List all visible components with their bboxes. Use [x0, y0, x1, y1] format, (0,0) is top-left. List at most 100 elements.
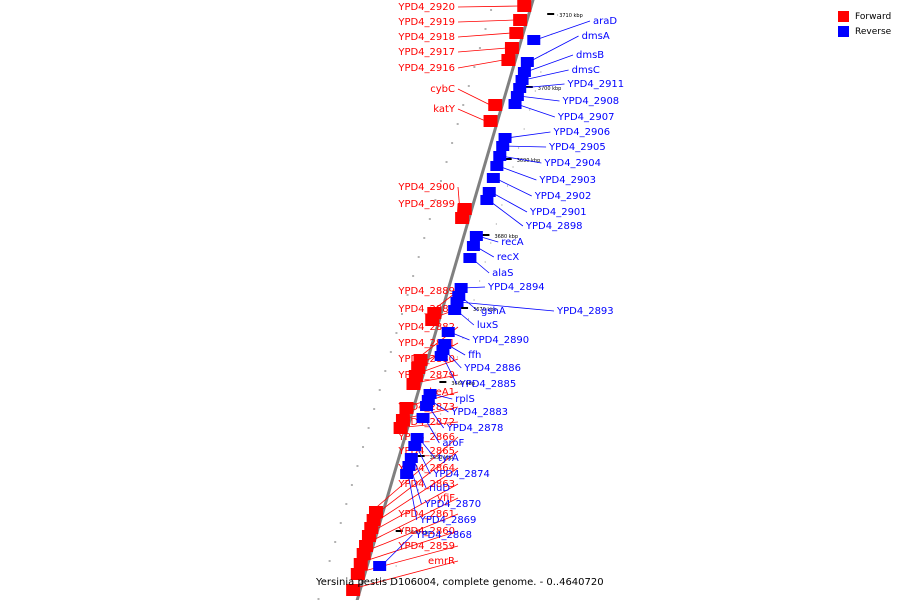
reverse-gene-label: dmsB: [576, 50, 604, 61]
reverse-gene-feature: [408, 441, 422, 451]
forward-gene-label: YPD4_2880: [397, 354, 455, 365]
reverse-gene-leader: [488, 199, 524, 227]
legend-item-forward: Forward: [838, 9, 891, 24]
reverse-gene-feature: [454, 283, 468, 293]
forward-gene-label: YPD4_2920: [397, 2, 455, 13]
forward-gene-feature: [488, 99, 503, 111]
forward-gene-leader: [457, 19, 516, 23]
reverse-gene-label: YPD4_2908: [562, 96, 620, 107]
reverse-gene-feature: [400, 469, 414, 479]
reverse-gene-feature: [404, 453, 418, 463]
reverse-gene-feature: [490, 161, 504, 171]
forward-gene-label: YPD4_2899: [397, 199, 455, 210]
reverse-gene-leader: [535, 20, 591, 41]
forward-gene-feature: [517, 0, 532, 12]
reverse-gene-label: YPD4_2903: [538, 175, 596, 186]
forward-gene-feature: [504, 42, 519, 54]
forward-gene-leader: [457, 88, 491, 106]
forward-gene-feature: [455, 212, 470, 224]
reverse-gene-label: aroF: [442, 438, 464, 449]
forward-gene-label: pheA1: [423, 387, 455, 398]
reverse-gene-feature: [438, 339, 452, 349]
reverse-gene-leader: [521, 83, 565, 89]
reverse-gene-leader: [494, 177, 532, 197]
forward-gene-leader: [457, 5, 520, 8]
reverse-gene-label: YPD4_2894: [487, 282, 545, 293]
reverse-gene-label: YPD4_2886: [463, 363, 521, 374]
reverse-gene-label: YPD4_2898: [525, 221, 583, 232]
reverse-gene-feature: [510, 91, 524, 101]
reverse-gene-leader: [506, 131, 551, 139]
reverse-gene-label: gshA: [481, 306, 506, 317]
reverse-gene-feature: [466, 241, 480, 251]
legend-item-reverse: Reverse: [838, 24, 891, 39]
forward-gene-feature: [399, 402, 414, 414]
forward-gene-feature: [509, 27, 524, 39]
tick-label: 3650 kbp: [430, 455, 454, 461]
reverse-gene-feature: [402, 461, 416, 471]
reverse-gene-feature: [373, 561, 387, 571]
forward-gene-leader: [457, 32, 512, 38]
reverse-gene-label: rplS: [455, 394, 475, 405]
reverse-gene-feature: [513, 83, 527, 93]
forward-gene-feature: [483, 115, 498, 127]
forward-gene-label: YPD4_2879: [397, 370, 455, 381]
reverse-gene-feature: [498, 133, 512, 143]
reverse-gene-feature: [520, 57, 534, 67]
reverse-gene-feature: [517, 67, 531, 77]
reverse-gene-leader: [523, 69, 569, 81]
reverse-gene-feature: [410, 433, 424, 443]
tick-label: 3640 kbp: [408, 530, 432, 536]
reverse-gene-feature: [420, 401, 434, 411]
forward-gene-label: YPD4_2889: [397, 286, 455, 297]
reverse-gene-feature: [434, 351, 448, 361]
forward-gene-label: YPD4_2863: [397, 479, 455, 490]
forward-gene-leader: [360, 497, 459, 547]
forward-gene-leader: [457, 108, 486, 122]
forward-gene-label: katY: [433, 104, 456, 115]
reverse-gene-leader: [516, 103, 555, 118]
reverse-gene-feature: [463, 253, 477, 263]
forward-gene-leader: [457, 59, 504, 69]
legend-swatch-reverse: [838, 26, 849, 37]
tick-label: 3670 kbp: [473, 307, 497, 313]
reverse-gene-label: tyrA: [438, 453, 459, 464]
reverse-gene-feature: [480, 195, 494, 205]
forward-gene-leader: [355, 530, 459, 565]
forward-gene-feature: [356, 548, 371, 560]
reverse-gene-leader: [498, 165, 537, 181]
forward-gene-feature: [361, 530, 376, 542]
reverse-gene-label: YPD4_2907: [557, 112, 615, 123]
reverse-gene-label: YPD4_2874: [432, 469, 490, 480]
forward-gene-label: YPD4_2866: [397, 432, 455, 443]
reverse-gene-leader: [501, 155, 542, 164]
reverse-gene-leader: [490, 191, 528, 213]
reverse-gene-leader: [504, 145, 547, 148]
forward-gene-feature: [346, 584, 361, 596]
reverse-gene-label: YPD4_2901: [529, 207, 587, 218]
forward-gene-label: emrR: [428, 556, 455, 567]
forward-gene-feature: [513, 14, 528, 26]
reverse-gene-leader: [525, 54, 574, 73]
forward-gene-feature: [501, 54, 516, 66]
forward-gene-leader: [348, 560, 459, 591]
forward-gene-label: cybC: [430, 84, 455, 95]
forward-gene-leader: [370, 436, 459, 513]
reverse-gene-label: YPD4_2868: [414, 530, 472, 541]
reverse-gene-label: YPD4_2893: [556, 306, 614, 317]
forward-gene-leader: [457, 47, 507, 53]
forward-gene-label: YPD4_2859: [397, 541, 455, 552]
reverse-gene-feature: [496, 141, 510, 151]
forward-gene-label: YPD4_2864: [397, 463, 455, 474]
reverse-gene-label: YPD4_2885: [459, 379, 517, 390]
reverse-gene-label: dmsA: [582, 31, 610, 42]
tick-label: 3710 kbp: [559, 13, 583, 19]
reverse-gene-label: YPD4_2870: [423, 499, 481, 510]
reverse-gene-leader: [407, 473, 418, 521]
reverse-gene-feature: [423, 389, 437, 399]
forward-gene-feature: [425, 314, 440, 326]
reverse-gene-label: recA: [501, 237, 524, 248]
forward-gene-label: YPD4_2900: [397, 182, 455, 193]
forward-gene-leader: [368, 450, 459, 521]
forward-gene-leader: [352, 545, 459, 575]
